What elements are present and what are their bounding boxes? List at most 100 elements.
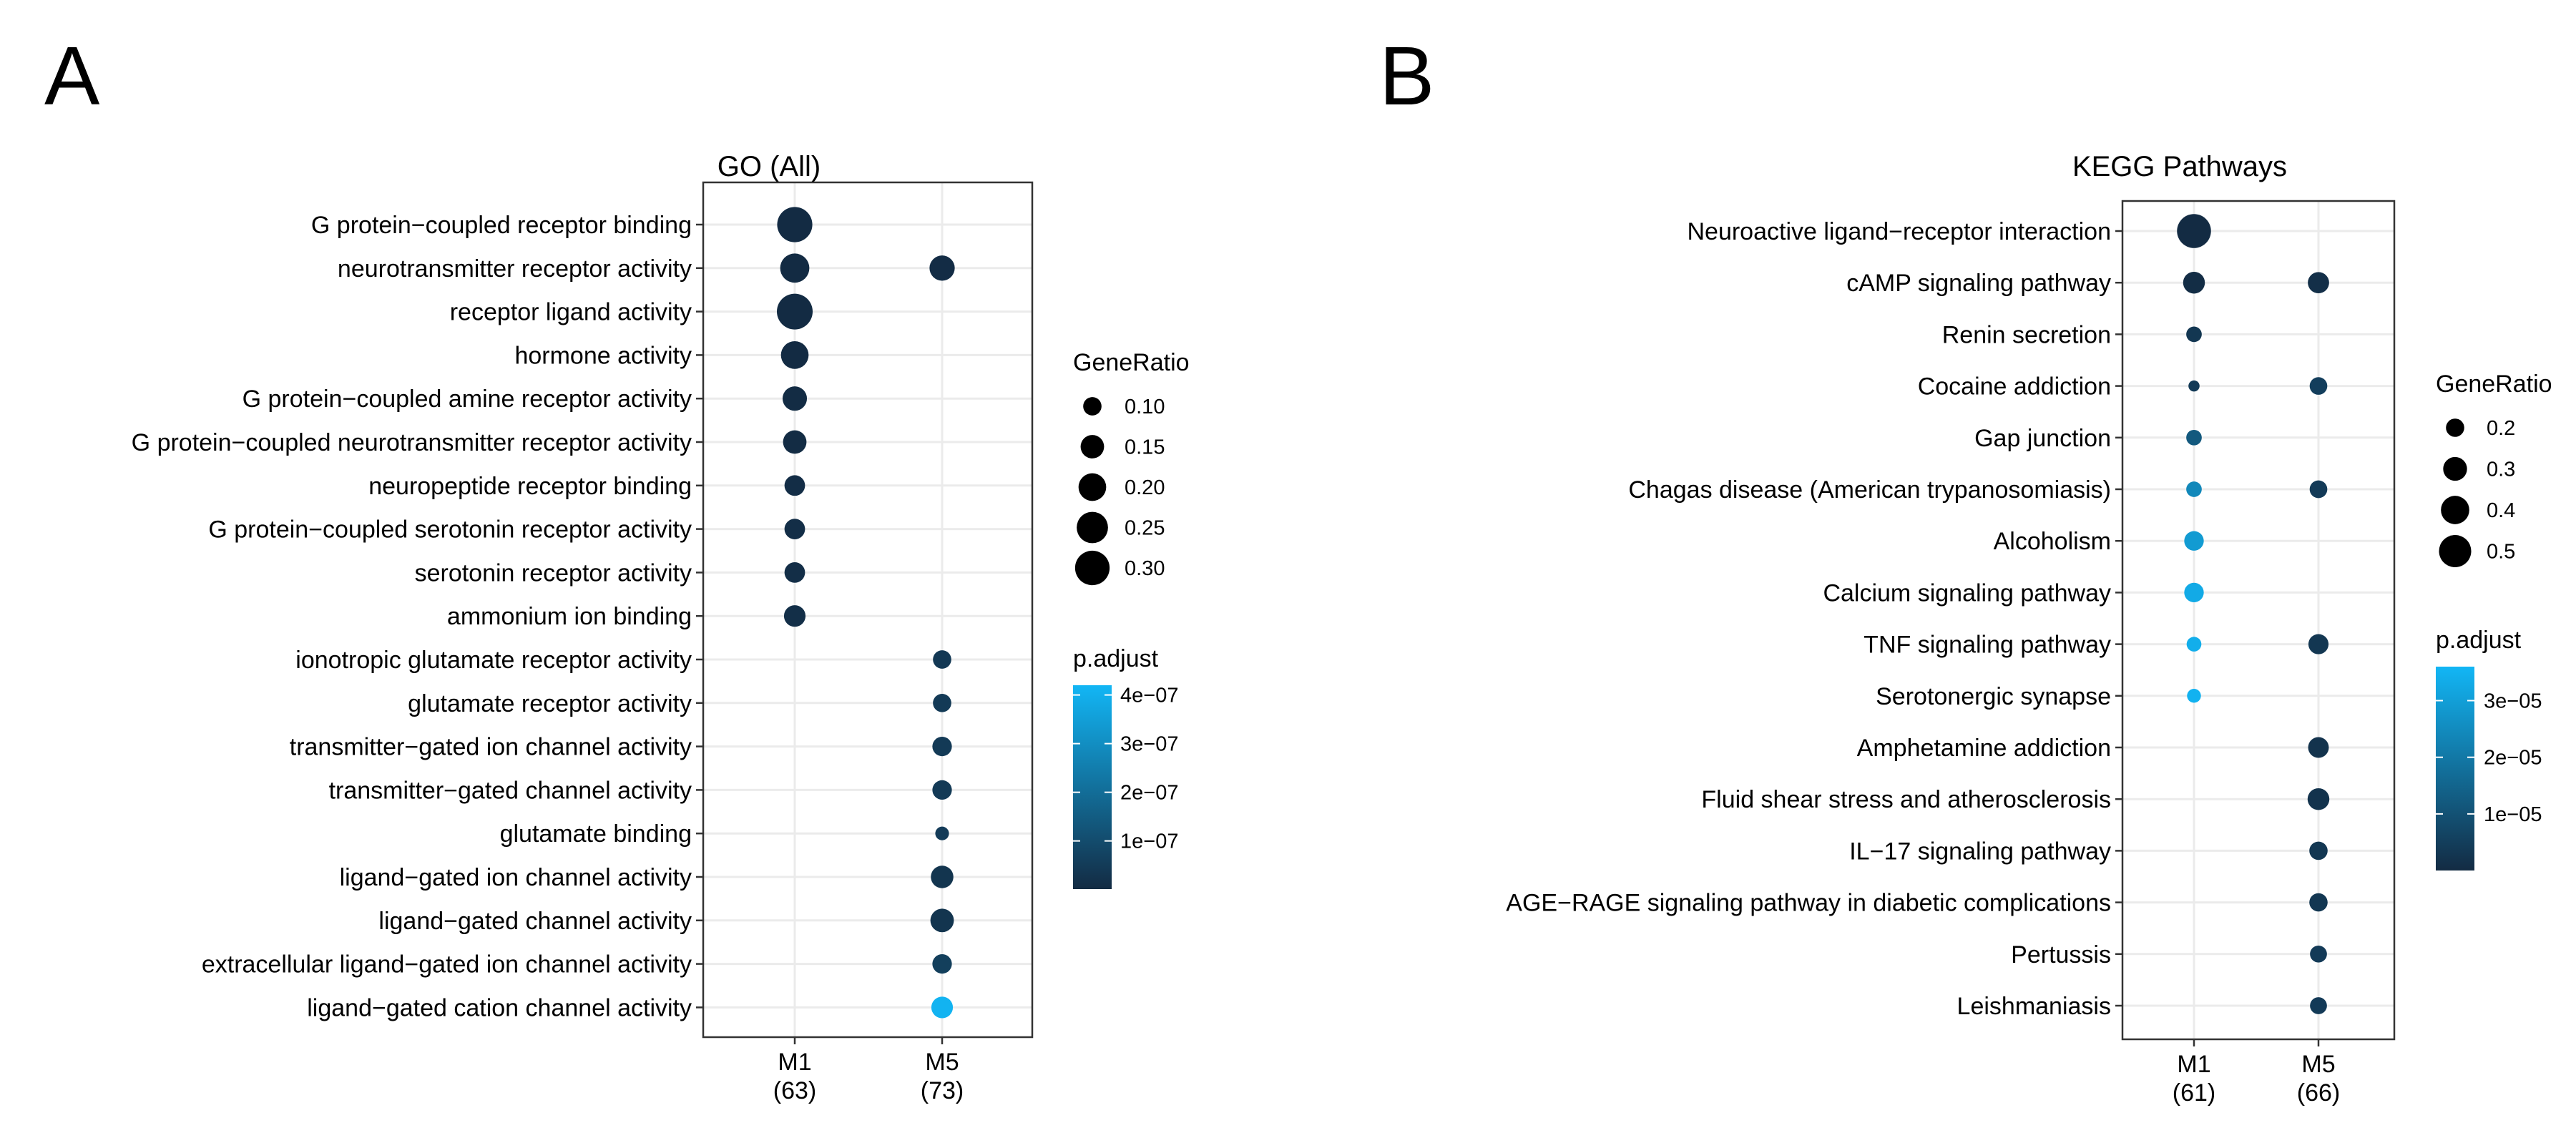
y-tick-label: Leishmaniasis (1957, 993, 2111, 1020)
dot-point (935, 826, 949, 840)
dot-point (782, 386, 808, 411)
dot-point (2307, 788, 2330, 810)
dot-point (932, 736, 952, 757)
colorbar-label: 1e−07 (1120, 830, 1178, 853)
x-tick-label: M1 (778, 1049, 811, 1076)
x-tick-label: M5 (925, 1049, 959, 1076)
go-size-legend: 0.10 0.15 0.20 0.25 0.30 (1074, 396, 1165, 586)
kegg-dotplot-panel: KEGG Pathways Neuroactive ligand−recepto… (1506, 151, 2552, 1107)
y-tick-label: ammonium ion binding (447, 603, 692, 630)
go-gridlines (703, 182, 1032, 1037)
size-legend-label: 0.15 (1125, 436, 1165, 459)
dot-point (931, 865, 954, 888)
size-legend-label: 0.3 (2487, 458, 2515, 481)
dot-point (2186, 326, 2202, 343)
size-legend-label: 0.5 (2487, 541, 2515, 564)
kegg-plot-frame (2121, 200, 2396, 1041)
dot-point (2308, 272, 2329, 294)
y-tick-label: serotonin receptor activity (415, 559, 692, 587)
y-tick-label: neurotransmitter receptor activity (338, 255, 692, 283)
colorbar-label: 1e−05 (2484, 803, 2542, 826)
x-tick-count-label: (73) (921, 1077, 964, 1104)
dot-point (930, 908, 954, 933)
kegg-gridlines (2122, 201, 2394, 1039)
dot-point (2188, 380, 2200, 392)
size-legend-key (2446, 418, 2464, 437)
colorbar-label: 2e−05 (2484, 747, 2542, 770)
y-tick-label: Cocaine addiction (1918, 373, 2111, 401)
size-legend-key (2443, 456, 2467, 481)
size-legend-label: 0.4 (2487, 499, 2515, 522)
y-tick-label: glutamate receptor activity (408, 690, 692, 717)
y-tick-label: receptor ligand activity (450, 299, 692, 326)
dot-point (783, 430, 807, 454)
y-tick-label: glutamate binding (500, 820, 692, 848)
dot-point (783, 605, 806, 627)
dot-point (933, 650, 951, 669)
x-tick-label: M5 (2301, 1051, 2335, 1078)
go-color-legend-title: p.adjust (1073, 645, 1159, 672)
dot-point (777, 207, 813, 242)
go-dotplot-panel: GO (All) G protein−coupled receptor bind… (132, 151, 1190, 1104)
go-color-legend: 1e−07 2e−07 3e−07 4e−07 (1073, 685, 1178, 853)
dot-point (780, 341, 809, 369)
dot-point (2310, 945, 2327, 963)
kegg-size-legend: 0.2 0.3 0.4 0.5 (2439, 417, 2515, 568)
size-legend-label: 0.30 (1125, 557, 1165, 580)
y-tick-label: ligand−gated channel activity (378, 908, 692, 935)
y-tick-label: Serotonergic synapse (1876, 683, 2111, 710)
y-tick-label: G protein−coupled serotonin receptor act… (208, 516, 692, 544)
dot-point (784, 562, 805, 583)
y-tick-label: Alcoholism (1994, 528, 2111, 555)
kegg-points (2177, 214, 2330, 1014)
y-tick-label: neuropeptide receptor binding (368, 473, 692, 500)
dot-point (777, 293, 813, 330)
x-tick-count-label: (61) (2173, 1079, 2215, 1107)
size-legend-label: 0.10 (1125, 396, 1165, 418)
go-colorbar (1073, 685, 1112, 889)
size-legend-key (1083, 397, 1102, 416)
dot-point (2309, 480, 2328, 499)
dot-point (2308, 634, 2329, 654)
dot-point (929, 255, 955, 281)
x-tick-label: M1 (2177, 1051, 2210, 1078)
dot-point (784, 475, 805, 496)
y-tick-label: G protein−coupled neurotransmitter recep… (132, 429, 692, 456)
dot-point (2183, 271, 2205, 294)
y-tick-label: ionotropic glutamate receptor activity (295, 647, 692, 674)
y-tick-label: G protein−coupled amine receptor activit… (243, 386, 692, 413)
y-tick-label: Chagas disease (American trypanosomiasis… (1628, 476, 2111, 504)
y-tick-label: Gap junction (1974, 425, 2111, 452)
dot-point (2309, 893, 2328, 912)
kegg-size-legend-title: GeneRatio (2436, 371, 2552, 398)
y-tick-label: TNF signaling pathway (1864, 632, 2111, 659)
colorbar-label: 4e−07 (1120, 685, 1178, 707)
dot-point (2177, 214, 2211, 248)
kegg-x-axis-labels: M1(61) M5(66) (2173, 1051, 2340, 1107)
dot-point (780, 253, 810, 283)
go-y-axis-labels: G protein−coupled receptor binding neurot… (132, 212, 692, 1021)
size-legend-label: 0.25 (1125, 517, 1165, 540)
dot-point (2309, 377, 2328, 395)
kegg-color-legend: 1e−05 2e−05 3e−05 (2436, 690, 2542, 826)
dot-point (932, 953, 952, 974)
kegg-chart-title: KEGG Pathways (2072, 151, 2287, 182)
y-tick-label: Amphetamine addiction (1857, 735, 2111, 762)
y-tick-label: Pertussis (2011, 941, 2111, 968)
dot-point (2309, 841, 2328, 860)
go-chart-title: GO (All) (718, 151, 821, 182)
dot-point (932, 780, 952, 800)
y-tick-label: cAMP signaling pathway (1846, 270, 2111, 297)
dot-point (2308, 737, 2329, 758)
kegg-colorbar (2436, 667, 2474, 870)
y-tick-label: ligand−gated cation channel activity (307, 994, 692, 1021)
dot-point (2186, 637, 2202, 652)
dot-point (2184, 531, 2204, 551)
go-axis-ticks (696, 223, 944, 1044)
colorbar-label: 3e−07 (1120, 733, 1178, 756)
size-legend-key (2439, 534, 2472, 568)
go-size-legend-title: GeneRatio (1073, 349, 1190, 376)
go-plot-frame (702, 181, 1034, 1039)
dot-point (933, 693, 951, 712)
